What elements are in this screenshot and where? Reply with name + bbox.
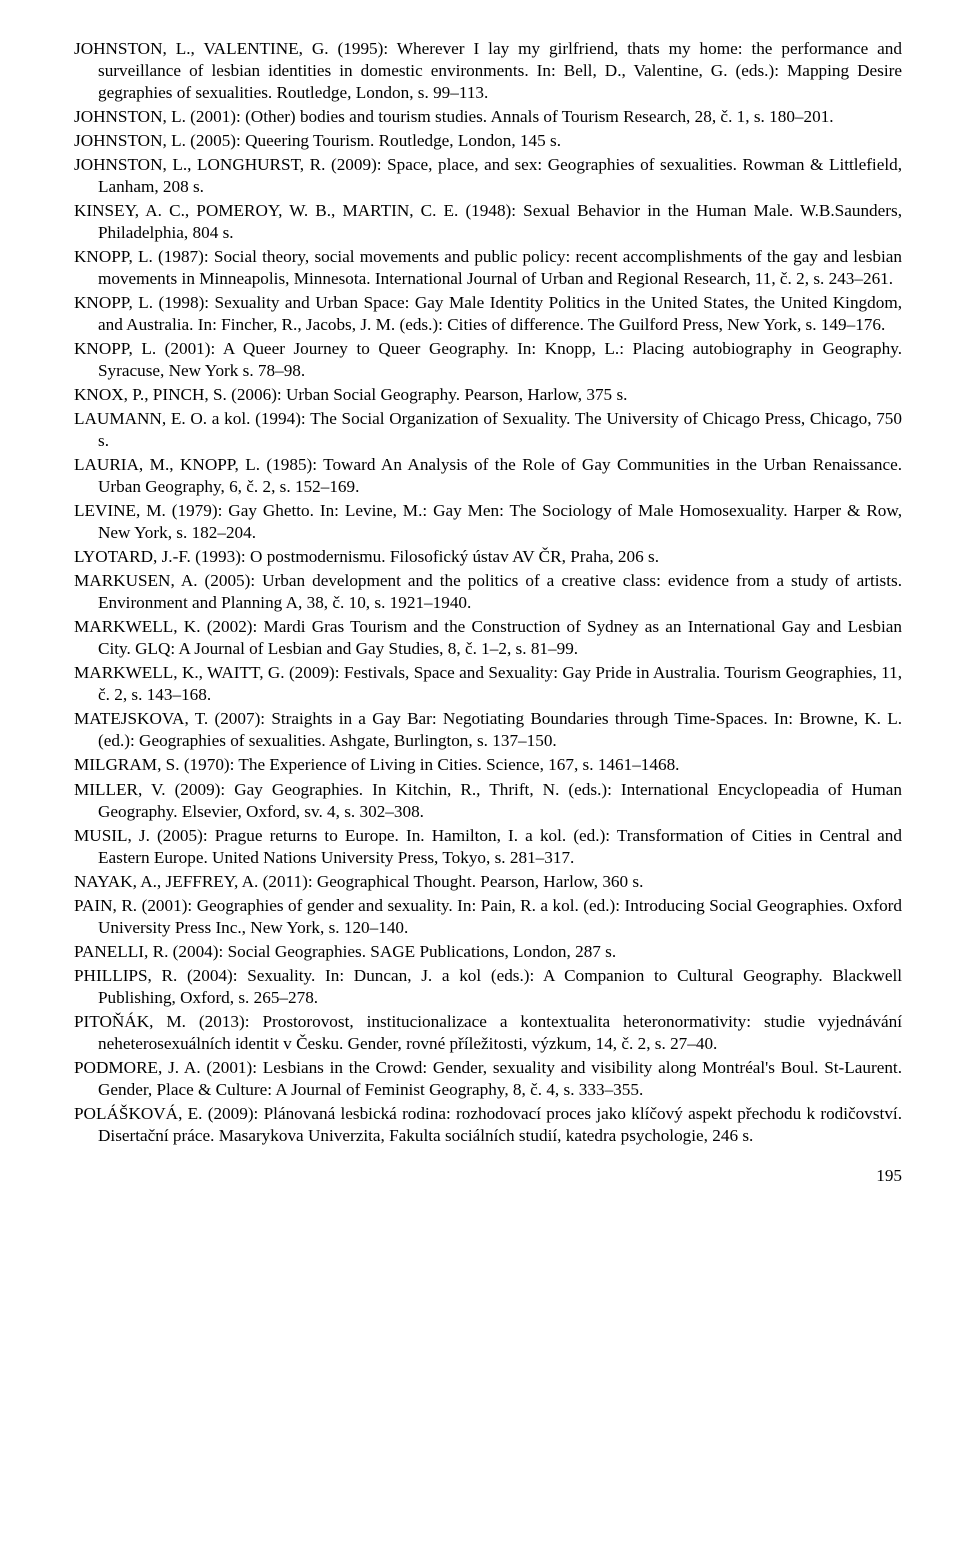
reference-entry: MILGRAM, S. (1970): The Experience of Li… [74, 754, 902, 776]
reference-entry: LAURIA, M., KNOPP, L. (1985): Toward An … [74, 454, 902, 498]
reference-entry: PANELLI, R. (2004): Social Geographies. … [74, 941, 902, 963]
reference-entry: PITOŇÁK, M. (2013): Prostorovost, instit… [74, 1011, 902, 1055]
reference-entry: MARKWELL, K., WAITT, G. (2009): Festival… [74, 662, 902, 706]
page-number: 195 [74, 1165, 902, 1187]
reference-entry: PODMORE, J. A. (2001): Lesbians in the C… [74, 1057, 902, 1101]
reference-entry: PHILLIPS, R. (2004): Sexuality. In: Dunc… [74, 965, 902, 1009]
reference-entry: MARKWELL, K. (2002): Mardi Gras Tourism … [74, 616, 902, 660]
reference-entry: KNOPP, L. (1998): Sexuality and Urban Sp… [74, 292, 902, 336]
reference-entry: NAYAK, A., JEFFREY, A. (2011): Geographi… [74, 871, 902, 893]
reference-entry: KNOX, P., PINCH, S. (2006): Urban Social… [74, 384, 902, 406]
reference-entry: POLÁŠKOVÁ, E. (2009): Plánovaná lesbická… [74, 1103, 902, 1147]
reference-entry: KNOPP, L. (1987): Social theory, social … [74, 246, 902, 290]
reference-entry: KNOPP, L. (2001): A Queer Journey to Que… [74, 338, 902, 382]
reference-entry: LEVINE, M. (1979): Gay Ghetto. In: Levin… [74, 500, 902, 544]
reference-entry: LYOTARD, J.-F. (1993): O postmodernismu.… [74, 546, 902, 568]
reference-entry: PAIN, R. (2001): Geographies of gender a… [74, 895, 902, 939]
reference-entry: JOHNSTON, L., VALENTINE, G. (1995): Wher… [74, 38, 902, 104]
reference-entry: MATEJSKOVA, T. (2007): Straights in a Ga… [74, 708, 902, 752]
reference-entry: MARKUSEN, A. (2005): Urban development a… [74, 570, 902, 614]
references-list: JOHNSTON, L., VALENTINE, G. (1995): Wher… [74, 38, 902, 1147]
reference-entry: JOHNSTON, L., LONGHURST, R. (2009): Spac… [74, 154, 902, 198]
reference-entry: KINSEY, A. C., POMEROY, W. B., MARTIN, C… [74, 200, 902, 244]
reference-entry: JOHNSTON, L. (2005): Queering Tourism. R… [74, 130, 902, 152]
reference-entry: MILLER, V. (2009): Gay Geographies. In K… [74, 779, 902, 823]
reference-entry: MUSIL, J. (2005): Prague returns to Euro… [74, 825, 902, 869]
reference-entry: LAUMANN, E. O. a kol. (1994): The Social… [74, 408, 902, 452]
reference-entry: JOHNSTON, L. (2001): (Other) bodies and … [74, 106, 902, 128]
